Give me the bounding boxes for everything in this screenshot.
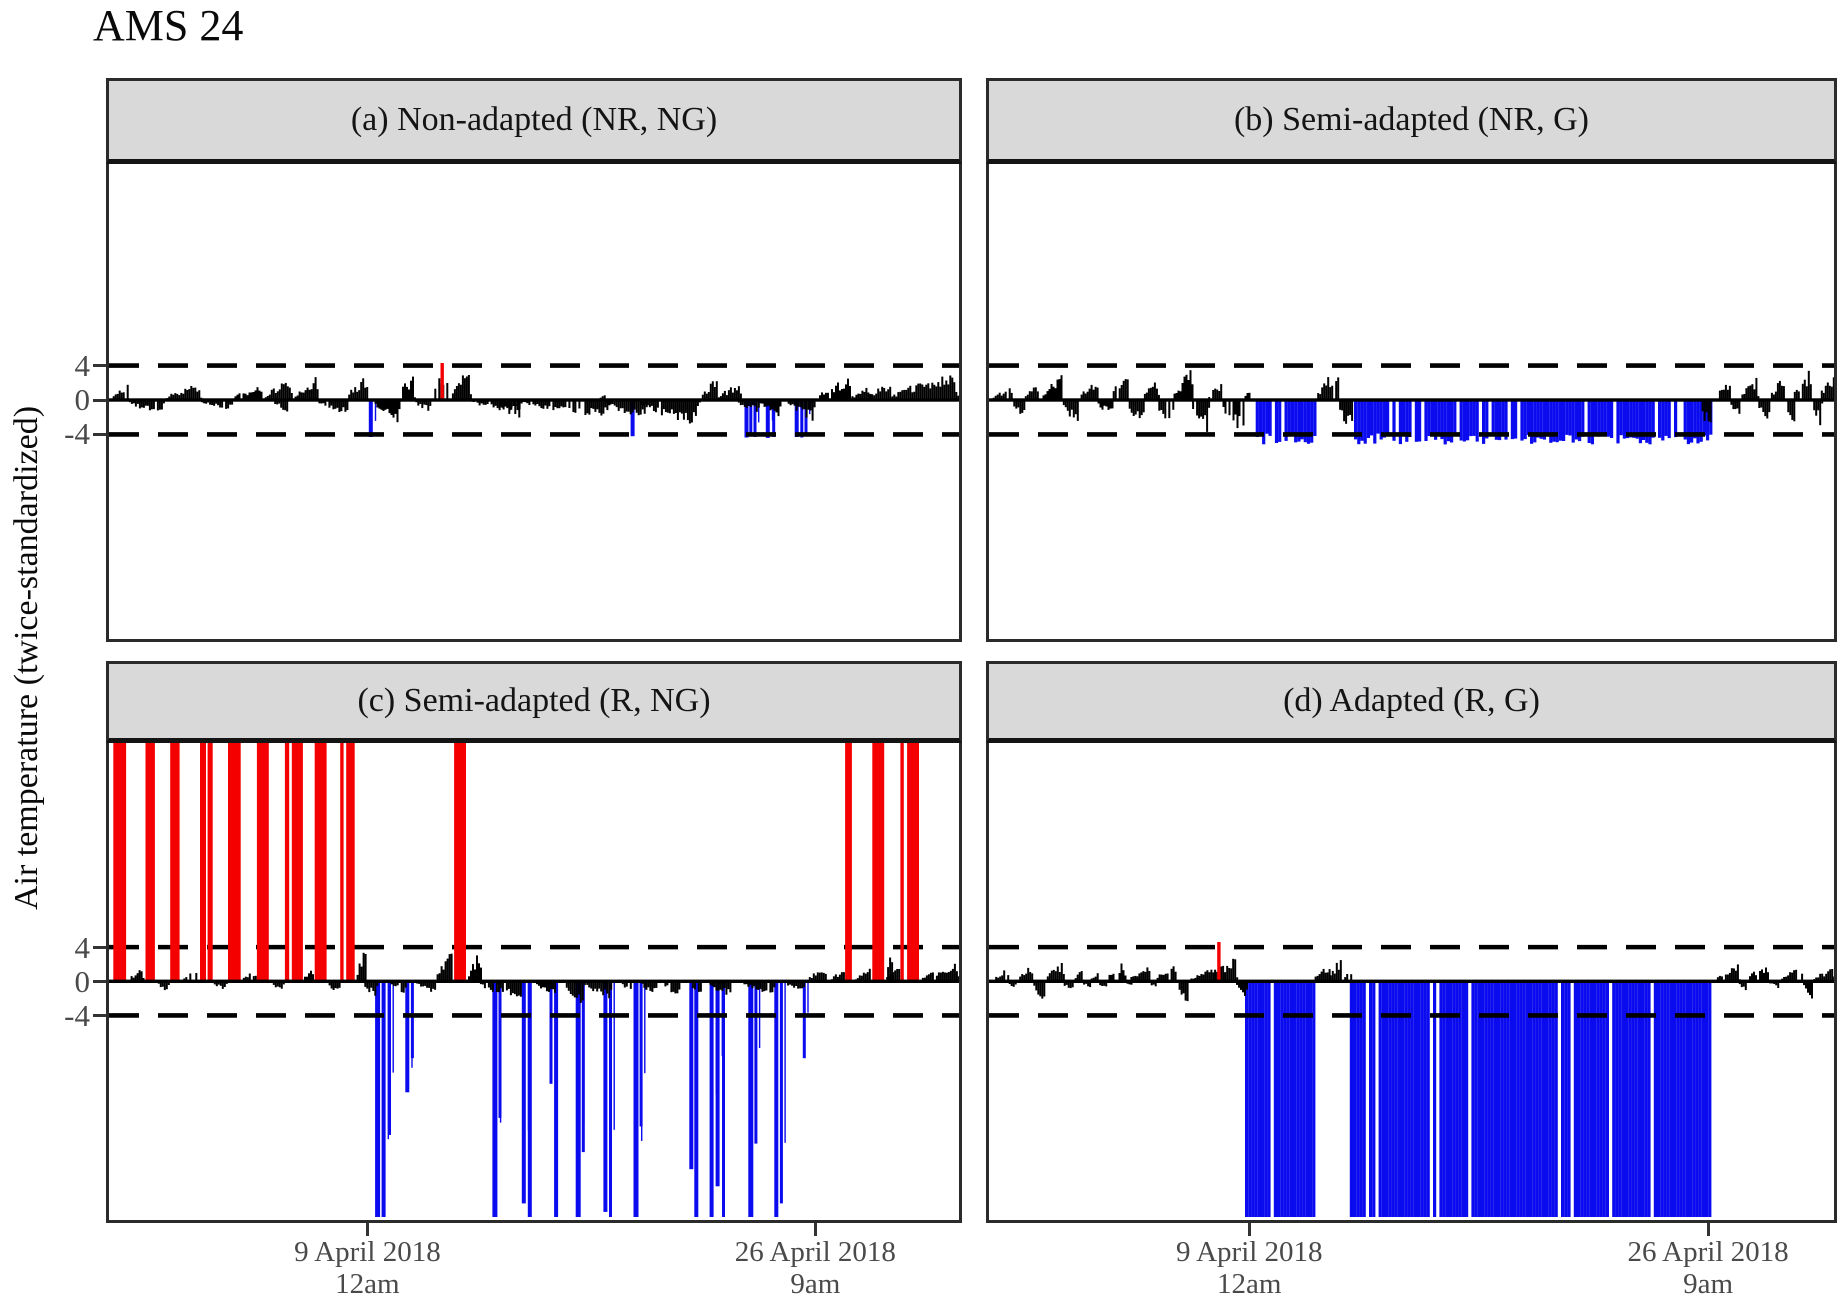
panel-d-title: (d) Adapted (R, G): [1283, 682, 1540, 719]
x-axis-tick: [813, 1223, 817, 1236]
panel-a-header: (a) Non-adapted (NR, NG): [106, 78, 962, 164]
y-tick-label: 4: [74, 930, 91, 965]
x-tick-label-date: 9 April 2018: [294, 1236, 441, 1268]
panel-d-plot: [986, 743, 1837, 1223]
y-axis-tick: [93, 399, 106, 402]
y-axis-tick: [93, 946, 106, 949]
panel-c-canvas: [109, 743, 959, 1217]
x-tick-label-time: 12am: [1217, 1268, 1282, 1300]
x-axis-tick: [1706, 1223, 1710, 1236]
x-axis-tick: [1247, 1223, 1251, 1236]
y-tick-label: 4: [74, 348, 91, 383]
x-axis-tick: [365, 1223, 369, 1236]
y-axis-tick: [93, 433, 106, 436]
panel-a-canvas: [109, 363, 959, 438]
x-tick-label-time: 12am: [335, 1268, 400, 1300]
x-tick-label-date: 26 April 2018: [1627, 1236, 1789, 1268]
panel-d-header: (d) Adapted (R, G): [986, 661, 1837, 743]
y-tick-label: 0: [74, 382, 91, 417]
y-tick-label: 0: [74, 964, 91, 999]
panel-c-header: (c) Semi-adapted (R, NG): [106, 661, 962, 743]
panel-b-plot: [986, 164, 1837, 642]
panel-b-title: (b) Semi-adapted (NR, G): [1233, 101, 1589, 138]
y-tick-label: -4: [64, 998, 90, 1033]
x-tick-label-date: 9 April 2018: [1175, 1236, 1323, 1268]
panel-c-plot: [106, 743, 962, 1223]
x-tick-label-date: 26 April 2018: [734, 1236, 896, 1268]
panel-b-canvas: [989, 363, 1834, 445]
panel-a-plot: [106, 164, 962, 642]
y-axis-tick: [93, 980, 106, 983]
panel-d-canvas: [989, 942, 1834, 1217]
y-tick-label: -4: [64, 416, 90, 451]
panel-c-title: (c) Semi-adapted (R, NG): [357, 682, 711, 719]
x-tick-label-time: 9am: [1683, 1268, 1734, 1300]
x-tick-label-time: 9am: [790, 1268, 841, 1300]
panel-a-title: (a) Non-adapted (NR, NG): [350, 101, 718, 138]
y-axis-tick: [93, 364, 106, 367]
figure-title: AMS 24: [93, 1, 244, 50]
panel-b-header: (b) Semi-adapted (NR, G): [986, 78, 1837, 164]
y-axis-tick: [93, 1014, 106, 1017]
